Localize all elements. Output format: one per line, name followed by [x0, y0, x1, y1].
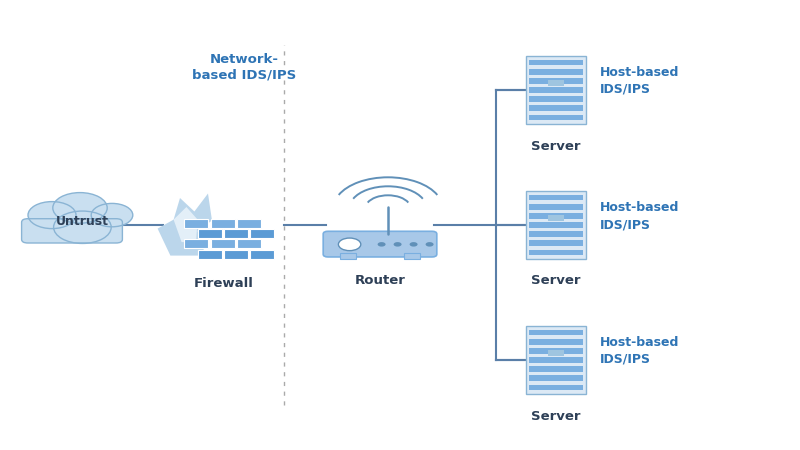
Bar	[28, 218, 116, 239]
Bar	[198, 229, 222, 238]
Bar	[211, 239, 235, 248]
Bar	[530, 194, 582, 200]
Bar	[237, 219, 261, 228]
Bar	[530, 213, 582, 219]
Bar	[530, 105, 582, 111]
Bar	[530, 366, 582, 372]
Circle shape	[91, 203, 133, 227]
Bar	[530, 231, 582, 237]
Text: Server: Server	[531, 274, 581, 288]
Bar	[548, 80, 564, 86]
Text: Server: Server	[531, 410, 581, 423]
Bar	[530, 250, 582, 256]
Bar	[224, 250, 248, 259]
Bar	[250, 250, 274, 259]
Text: Host-based
IDS/IPS: Host-based IDS/IPS	[600, 336, 679, 366]
Text: Network-
based IDS/IPS: Network- based IDS/IPS	[192, 53, 296, 81]
Polygon shape	[174, 207, 198, 242]
Bar	[530, 78, 582, 84]
Text: Server: Server	[531, 140, 581, 153]
Bar	[404, 253, 420, 259]
Circle shape	[54, 211, 111, 243]
Bar	[530, 204, 582, 210]
Bar	[548, 350, 564, 356]
Bar	[184, 239, 208, 248]
Circle shape	[338, 238, 361, 251]
Bar	[530, 240, 582, 246]
Bar	[237, 239, 261, 248]
Bar	[340, 253, 356, 259]
Bar	[526, 326, 586, 394]
Bar	[530, 69, 582, 75]
Bar	[530, 59, 582, 65]
Text: Host-based
IDS/IPS: Host-based IDS/IPS	[600, 66, 679, 96]
Text: Router: Router	[354, 274, 406, 288]
Bar	[530, 339, 582, 345]
Bar	[530, 357, 582, 363]
Polygon shape	[158, 194, 212, 256]
Circle shape	[28, 202, 76, 229]
Bar	[530, 348, 582, 354]
Bar	[198, 250, 222, 259]
Circle shape	[410, 242, 418, 247]
Bar	[530, 222, 582, 228]
Bar	[530, 385, 582, 391]
Circle shape	[394, 242, 402, 247]
FancyBboxPatch shape	[22, 219, 122, 243]
Bar	[530, 115, 582, 121]
Bar	[548, 215, 564, 220]
Text: Firewall: Firewall	[194, 277, 254, 290]
Bar	[224, 229, 248, 238]
Bar	[526, 191, 586, 259]
Circle shape	[426, 242, 434, 247]
Circle shape	[378, 242, 386, 247]
Bar	[526, 56, 586, 124]
Text: Untrust: Untrust	[56, 215, 109, 228]
Bar	[530, 96, 582, 102]
Bar	[530, 329, 582, 335]
Bar	[184, 219, 208, 228]
Bar	[250, 229, 274, 238]
Bar	[211, 219, 235, 228]
Circle shape	[53, 193, 107, 223]
Text: Host-based
IDS/IPS: Host-based IDS/IPS	[600, 201, 679, 231]
Bar	[530, 375, 582, 381]
Bar	[530, 87, 582, 93]
FancyBboxPatch shape	[323, 231, 437, 257]
